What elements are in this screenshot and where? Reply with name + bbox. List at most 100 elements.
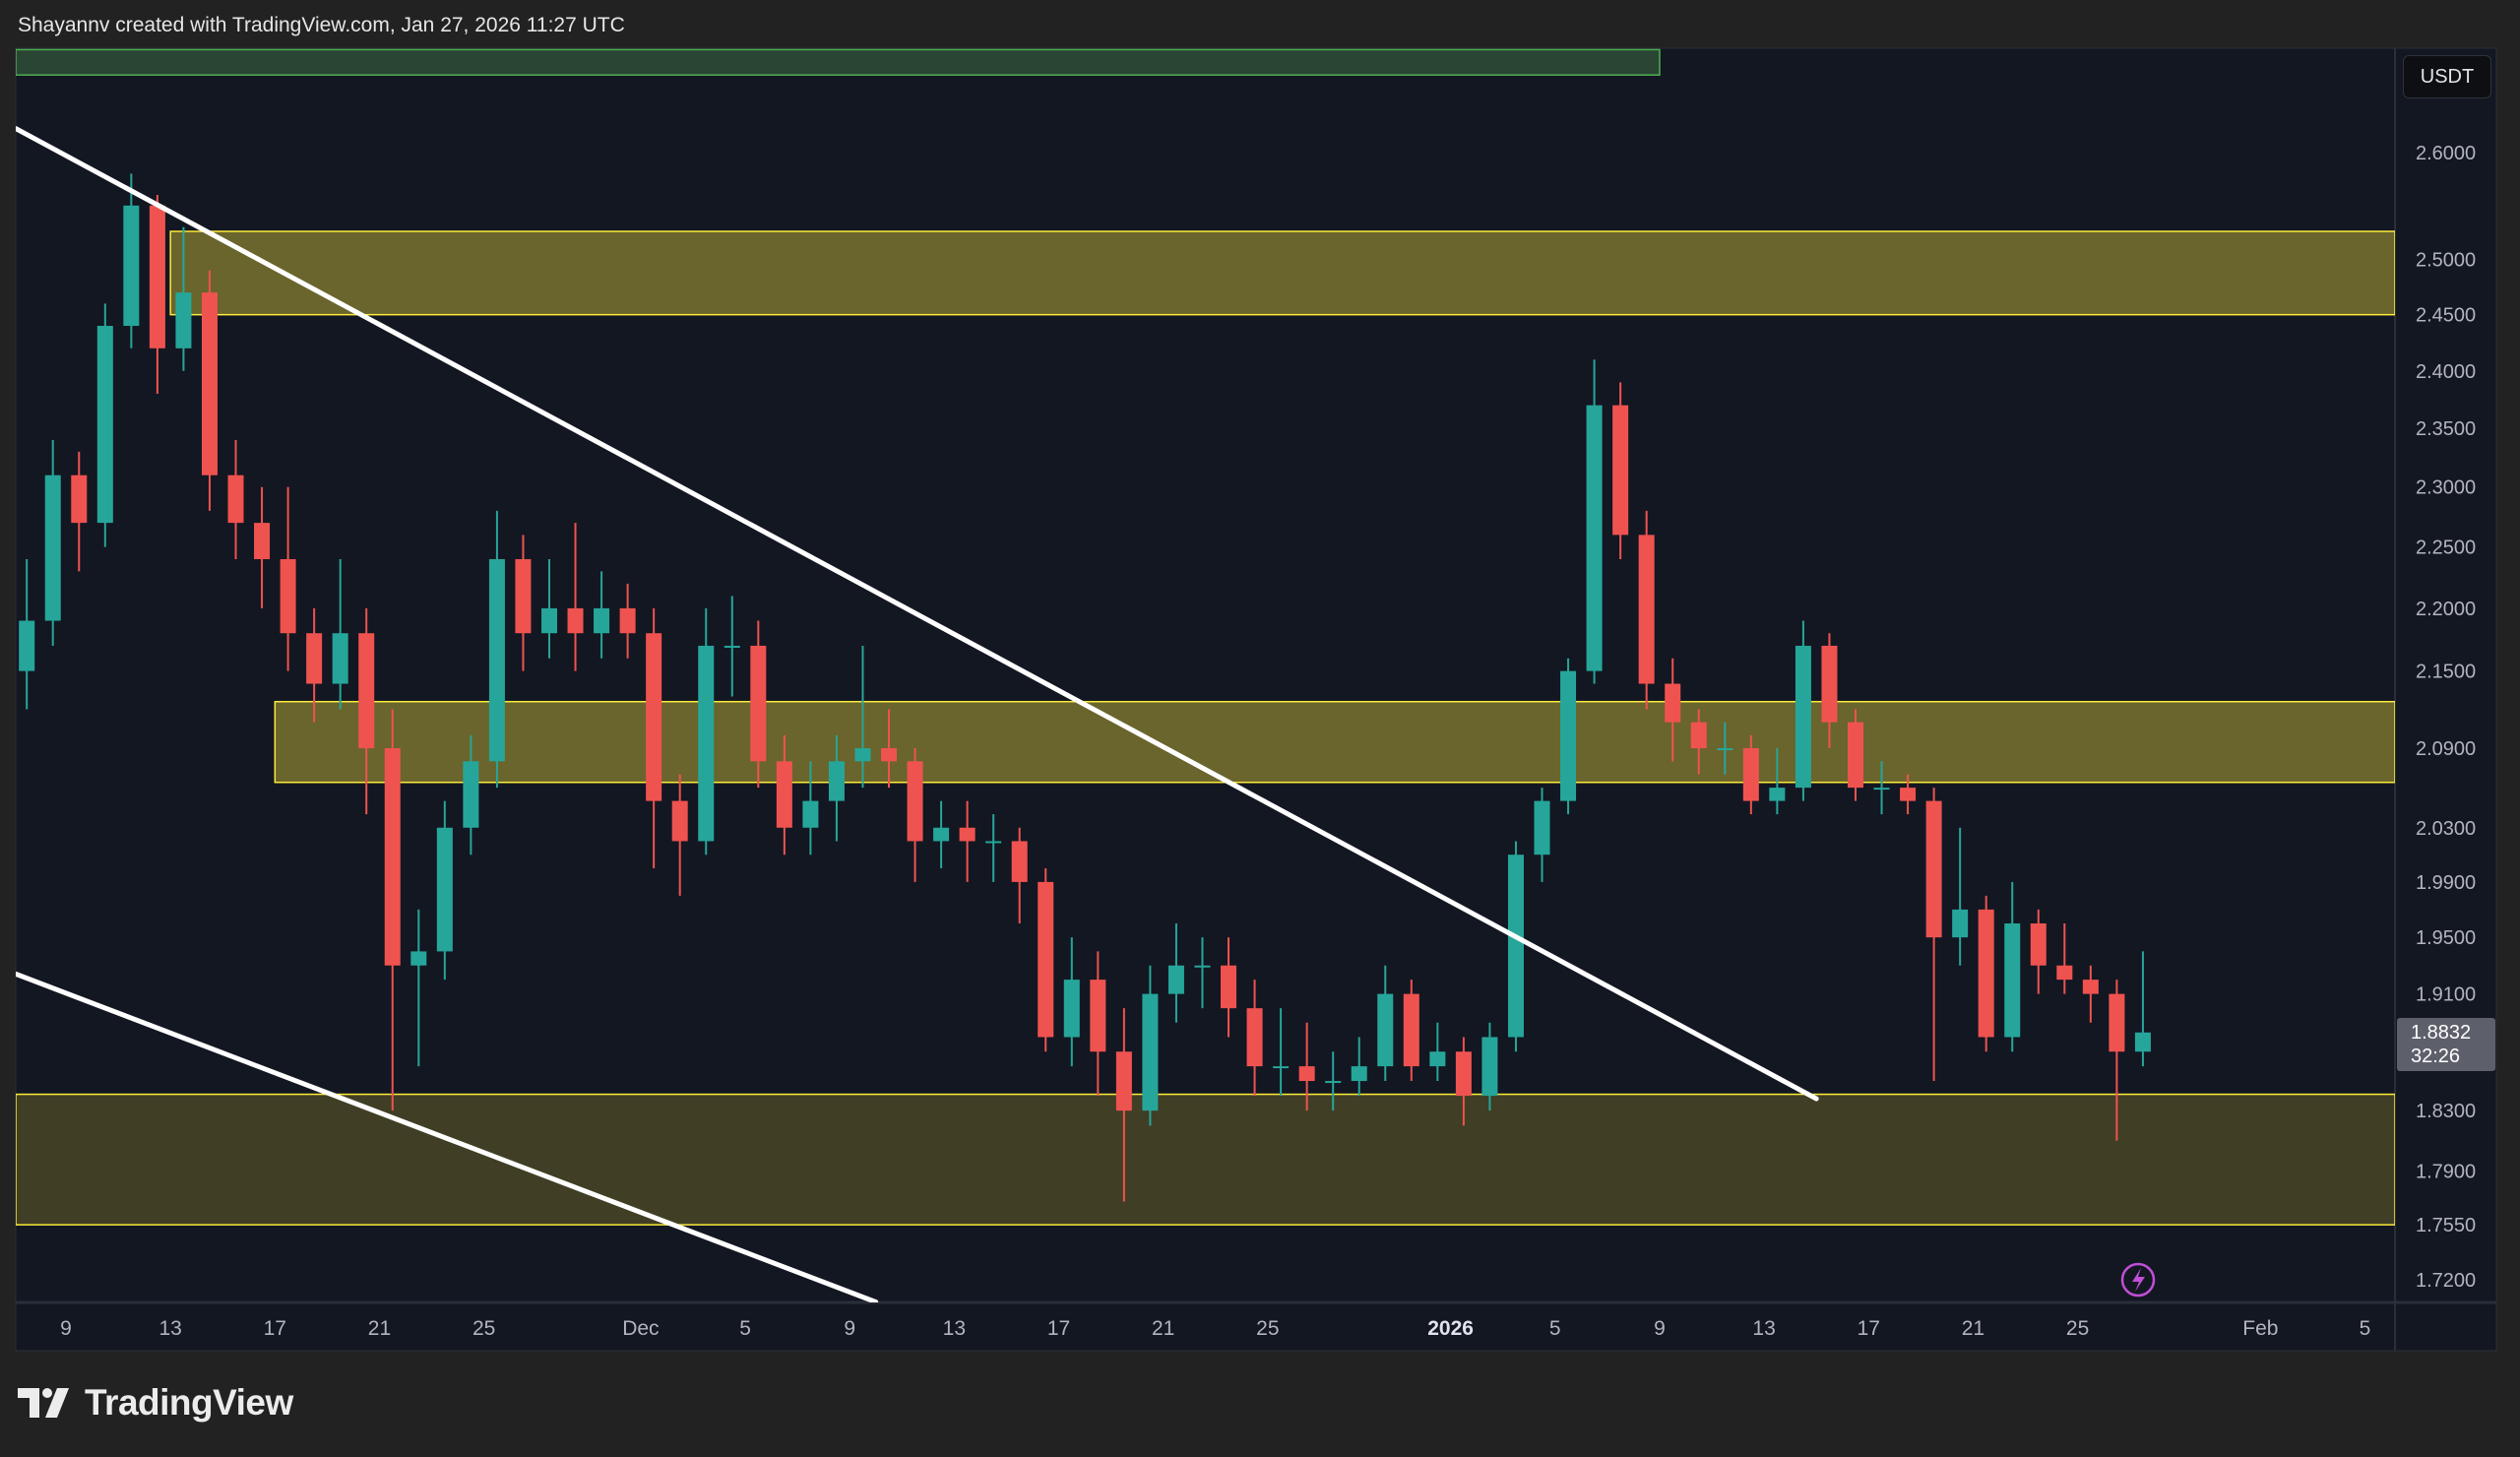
trendline[interactable] — [16, 971, 879, 1302]
candle — [19, 558, 35, 710]
candle-body — [1821, 645, 1838, 723]
candle — [1063, 937, 1080, 1067]
candle-body — [149, 205, 165, 348]
candle-body — [2109, 993, 2125, 1052]
candle-body — [2056, 965, 2073, 981]
candle — [1221, 937, 1237, 1038]
green-zone[interactable] — [16, 48, 1661, 76]
tradingview-logo[interactable]: TradingView — [18, 1382, 293, 1424]
candle — [1795, 620, 1811, 801]
candle — [1507, 841, 1524, 1052]
time-tick-label: 17 — [264, 1317, 286, 1340]
candle-body — [594, 607, 610, 634]
price-tick-label: 1.7900 — [2416, 1161, 2476, 1182]
candle-body — [1090, 980, 1106, 1052]
candle-body — [358, 633, 375, 749]
candle-body — [1298, 1066, 1315, 1082]
candle — [1455, 1037, 1472, 1126]
logo-text: TradingView — [85, 1382, 293, 1423]
candle-body — [1847, 722, 1863, 789]
supply-zone[interactable] — [169, 230, 2395, 316]
candle-body — [19, 620, 35, 671]
candle-body — [254, 523, 271, 559]
candle — [1273, 1008, 1290, 1097]
candle-body — [1873, 788, 1890, 791]
candle — [1769, 748, 1786, 815]
candle — [306, 607, 323, 723]
candle-body — [1194, 965, 1211, 968]
candle-body — [1403, 993, 1419, 1067]
candle-body — [619, 607, 636, 634]
tradingview-logo-icon — [18, 1388, 69, 1418]
price-tick-label: 2.4500 — [2416, 305, 2476, 327]
candle-body — [123, 205, 140, 326]
demand-zone[interactable] — [16, 1093, 2395, 1226]
candle-body — [488, 558, 505, 762]
price-tick-label: 2.4000 — [2416, 361, 2476, 383]
candle-body — [201, 292, 218, 475]
candle-body — [1481, 1037, 1498, 1097]
candle — [384, 709, 401, 1111]
candle-body — [540, 607, 557, 634]
candle-body — [280, 558, 296, 634]
candle — [594, 571, 610, 659]
price-tick-label: 1.8300 — [2416, 1101, 2476, 1122]
price-tick-label: 2.3500 — [2416, 418, 2476, 440]
candle — [1586, 359, 1603, 684]
candle-body — [44, 475, 61, 621]
bar-countdown: 32:26 — [2411, 1045, 2461, 1067]
candle — [959, 800, 976, 882]
candle — [802, 761, 819, 855]
currency-button[interactable]: USDT — [2403, 55, 2491, 98]
time-tick-label: 25 — [1256, 1317, 1279, 1340]
trendline[interactable] — [16, 126, 1819, 1102]
price-tick-label: 2.2500 — [2416, 538, 2476, 559]
candle-body — [1429, 1051, 1446, 1067]
candle — [254, 486, 271, 608]
candle-body — [724, 645, 740, 648]
candle-body — [1612, 405, 1629, 536]
candle-body — [96, 325, 113, 524]
candle-body — [515, 558, 532, 634]
candle-body — [1717, 748, 1733, 751]
time-tick-label: 25 — [2066, 1317, 2089, 1340]
candle-body — [985, 841, 1002, 844]
candle — [436, 800, 453, 981]
candle — [71, 451, 88, 572]
candle-body — [1665, 683, 1681, 723]
mid-zone[interactable] — [274, 700, 2395, 784]
candle — [2030, 909, 2047, 994]
candle — [567, 523, 584, 671]
price-tick-label: 2.0900 — [2416, 738, 2476, 760]
candle — [1638, 510, 1655, 710]
candle — [698, 607, 715, 855]
candle — [1952, 827, 1969, 966]
candle-body — [2004, 922, 2021, 1038]
candle — [1115, 1008, 1132, 1202]
candle — [854, 645, 871, 789]
candle — [2056, 922, 2073, 994]
candle — [881, 709, 898, 789]
candle-body — [1142, 993, 1159, 1111]
candle — [1690, 709, 1707, 775]
candle — [1481, 1022, 1498, 1111]
candle-body — [306, 633, 323, 684]
candle — [1246, 980, 1263, 1097]
candle — [2004, 881, 2021, 1052]
candle-body — [227, 475, 244, 524]
candle-body — [567, 607, 584, 634]
candle — [1665, 658, 1681, 762]
candle-body — [854, 748, 871, 762]
price-tick-label: 2.3000 — [2416, 477, 2476, 499]
candle — [1167, 922, 1184, 1023]
candle — [776, 734, 792, 855]
candle-body — [1455, 1051, 1472, 1097]
alert-lightning-icon[interactable] — [2120, 1262, 2156, 1298]
candle-body — [175, 292, 192, 348]
time-tick-label: 17 — [1047, 1317, 1070, 1340]
candle — [1978, 895, 1994, 1052]
time-tick-label: 21 — [1152, 1317, 1174, 1340]
candle-body — [776, 761, 792, 828]
time-tick-label: 9 — [1654, 1317, 1666, 1340]
